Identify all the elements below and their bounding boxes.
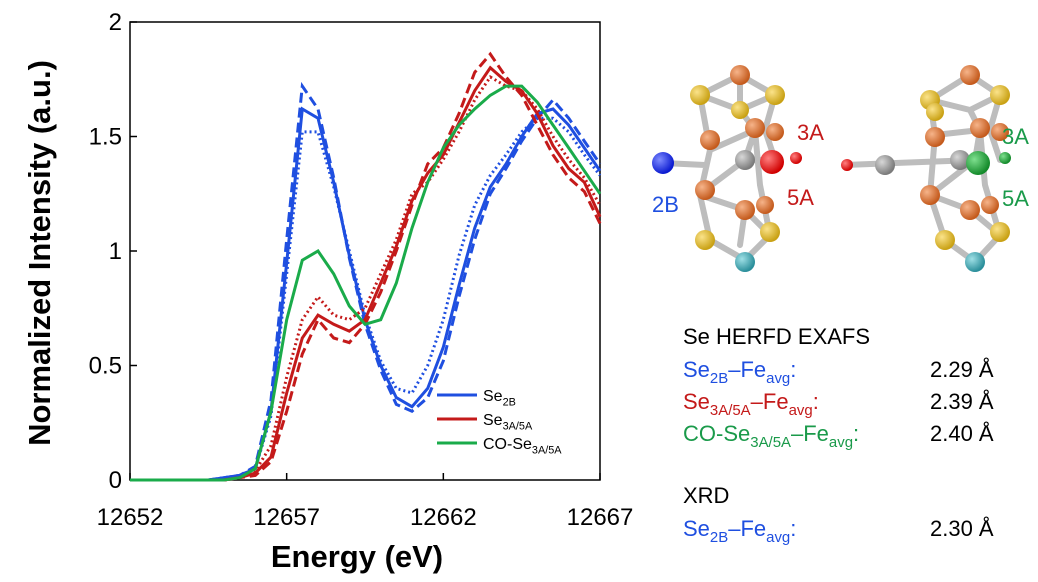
atom-fe xyxy=(960,200,980,220)
row-label: Se2B–Feavg: xyxy=(683,357,796,387)
subscript: 3A/5A xyxy=(750,434,791,451)
atom-mo xyxy=(735,252,755,272)
figure: 0 0.5 1 1.5 2 12652 12657 12662 12667 Energy (eV)… xyxy=(0,0,1038,582)
atom-fe xyxy=(960,65,980,85)
atom-s xyxy=(765,85,785,105)
atom-se-small xyxy=(999,152,1011,164)
atom-fe xyxy=(695,180,715,200)
text-part: –Fe xyxy=(751,389,789,414)
y-tick-label: 1.5 xyxy=(89,124,122,151)
text-part: Se xyxy=(483,388,503,405)
atom-fe xyxy=(970,118,990,138)
atom-fe xyxy=(700,130,720,150)
row-value: 2.40 Å xyxy=(930,421,994,446)
plot-frame xyxy=(130,22,600,480)
subscript: avg xyxy=(829,434,853,451)
series-line xyxy=(130,54,600,480)
subscript: 2B xyxy=(710,370,728,387)
atom-fe xyxy=(766,123,784,141)
atom-fe xyxy=(981,196,999,214)
row-label: Se2B–Feavg: xyxy=(683,516,796,546)
atom-s xyxy=(690,85,710,105)
atom-s xyxy=(926,103,944,121)
row-label: CO-Se3A/5A–Feavg: xyxy=(683,421,859,451)
text-part: Se xyxy=(683,516,710,541)
subscript: avg xyxy=(766,370,790,387)
atom-se-red xyxy=(760,150,784,174)
text-part: Se xyxy=(683,357,710,382)
bonds xyxy=(663,75,775,260)
subscript: 2B xyxy=(503,396,516,408)
atom-label: 5A xyxy=(787,185,814,210)
legend-label: Se3A/5A xyxy=(483,412,533,432)
atom-s xyxy=(695,230,715,250)
text-part: : xyxy=(790,357,796,382)
atom-se-blue xyxy=(652,152,674,174)
section-title: Se HERFD EXAFS xyxy=(683,324,870,349)
atom-label: 2B xyxy=(652,192,679,217)
atom-se-green xyxy=(966,151,990,175)
legend-label: Se2B xyxy=(483,388,516,408)
atom-fe xyxy=(745,118,765,138)
atom-mo xyxy=(965,252,985,272)
text-part: : xyxy=(853,421,859,446)
text-part: : xyxy=(813,389,819,414)
text-part: –Fe xyxy=(791,421,829,446)
cluster-left xyxy=(652,65,802,272)
atom-s xyxy=(990,222,1010,242)
row-value: 2.30 Å xyxy=(930,516,994,541)
atom-c xyxy=(875,155,895,175)
atom-s xyxy=(731,101,749,119)
text-part: : xyxy=(790,516,796,541)
x-axis-label: Energy (eV) xyxy=(271,539,443,574)
x-tick-label: 12652 xyxy=(97,504,164,531)
subscript: avg xyxy=(789,402,813,419)
atom-fe xyxy=(756,196,774,214)
text-part: –Fe xyxy=(728,357,766,382)
row-value: 2.39 Å xyxy=(930,389,994,414)
atom-label: 5A xyxy=(1002,186,1029,211)
atom-fe xyxy=(925,127,945,147)
y-tick-label: 0.5 xyxy=(89,353,122,380)
cluster-diagrams xyxy=(652,65,1011,272)
subscript: avg xyxy=(766,529,790,546)
y-axis-label: Normalized Intensity (a.u.) xyxy=(22,60,57,446)
section-title: XRD xyxy=(683,483,729,508)
atom-label: 3A xyxy=(1002,124,1029,149)
text-part: CO-Se xyxy=(483,436,532,453)
atom-fe xyxy=(730,65,750,85)
y-tick-label: 2 xyxy=(109,9,122,36)
cluster-right xyxy=(841,65,1011,272)
subscript: 3A/5A xyxy=(710,402,751,419)
atom-fe xyxy=(735,200,755,220)
x-tick-label: 12667 xyxy=(567,504,634,531)
text-part: Se xyxy=(683,389,710,414)
atom-s xyxy=(990,85,1010,105)
atom-se-small xyxy=(790,152,802,164)
text-part: Se xyxy=(483,412,503,429)
y-tick-label: 1 xyxy=(109,238,122,265)
subscript: 3A/5A xyxy=(532,444,562,456)
atom-c xyxy=(735,150,755,170)
subscript: 3A/5A xyxy=(503,420,533,432)
y-tick-label: 0 xyxy=(109,467,122,494)
text-part: CO-Se xyxy=(683,421,750,446)
atom-label: 3A xyxy=(797,120,824,145)
x-tick-label: 12657 xyxy=(253,504,320,531)
atom-o xyxy=(841,159,853,171)
row-value: 2.29 Å xyxy=(930,357,994,382)
x-tick-label: 12662 xyxy=(410,504,477,531)
legend-label: CO-Se3A/5A xyxy=(483,436,562,456)
subscript: 2B xyxy=(710,529,728,546)
row-label: Se3A/5A–Feavg: xyxy=(683,389,819,419)
atom-s xyxy=(760,222,780,242)
text-part: –Fe xyxy=(728,516,766,541)
atom-s xyxy=(935,230,955,250)
atom-fe xyxy=(920,185,940,205)
